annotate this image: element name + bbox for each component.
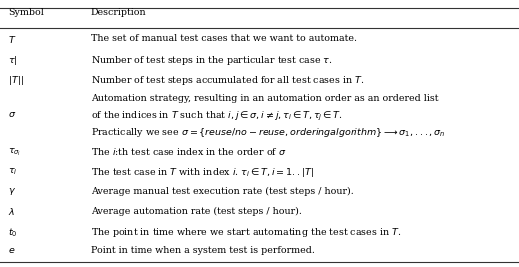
Text: $t_0$: $t_0$ (8, 226, 17, 239)
Text: $\gamma$: $\gamma$ (8, 186, 16, 197)
Text: Description: Description (91, 8, 146, 17)
Text: $e$: $e$ (8, 246, 15, 256)
Text: The $i$:th test case index in the order of $\sigma$: The $i$:th test case index in the order … (91, 146, 286, 157)
Text: Symbol: Symbol (8, 8, 44, 17)
Text: $\tau|$: $\tau|$ (8, 54, 18, 67)
Text: The set of manual test cases that we want to automate.: The set of manual test cases that we wan… (91, 34, 357, 43)
Text: $\sigma$: $\sigma$ (8, 110, 16, 119)
Text: The test case in $T$ with index $i$. $\tau_i \in T, i = 1..|T|$: The test case in $T$ with index $i$. $\t… (91, 166, 314, 179)
Text: Number of test steps accumulated for all test cases in $T$.: Number of test steps accumulated for all… (91, 74, 364, 87)
Text: Number of test steps in the particular test case $\tau$.: Number of test steps in the particular t… (91, 54, 332, 67)
Text: $\tau_{\sigma_i}$: $\tau_{\sigma_i}$ (8, 146, 21, 158)
Text: Practically we see $\sigma = \{reuse/no-reuse, orderingalgorithm\} \longrightarr: Practically we see $\sigma = \{reuse/no-… (91, 126, 445, 139)
Text: Average manual test execution rate (test steps / hour).: Average manual test execution rate (test… (91, 186, 353, 195)
Text: Average automation rate (test steps / hour).: Average automation rate (test steps / ho… (91, 206, 302, 215)
Text: The point in time where we start automating the test cases in $T$.: The point in time where we start automat… (91, 226, 401, 239)
Text: $|T||$: $|T||$ (8, 74, 24, 87)
Text: $\tau_i$: $\tau_i$ (8, 166, 17, 177)
Text: Point in time when a system test is performed.: Point in time when a system test is perf… (91, 246, 315, 256)
Text: Automation strategy, resulting in an automation order as an ordered list: Automation strategy, resulting in an aut… (91, 94, 439, 103)
Text: $T$: $T$ (8, 34, 16, 45)
Text: $\lambda$: $\lambda$ (8, 206, 15, 217)
Text: of the indices in $T$ such that $i, j \in \sigma, i \neq j, \tau_i \in T, \tau_j: of the indices in $T$ such that $i, j \i… (91, 110, 343, 123)
